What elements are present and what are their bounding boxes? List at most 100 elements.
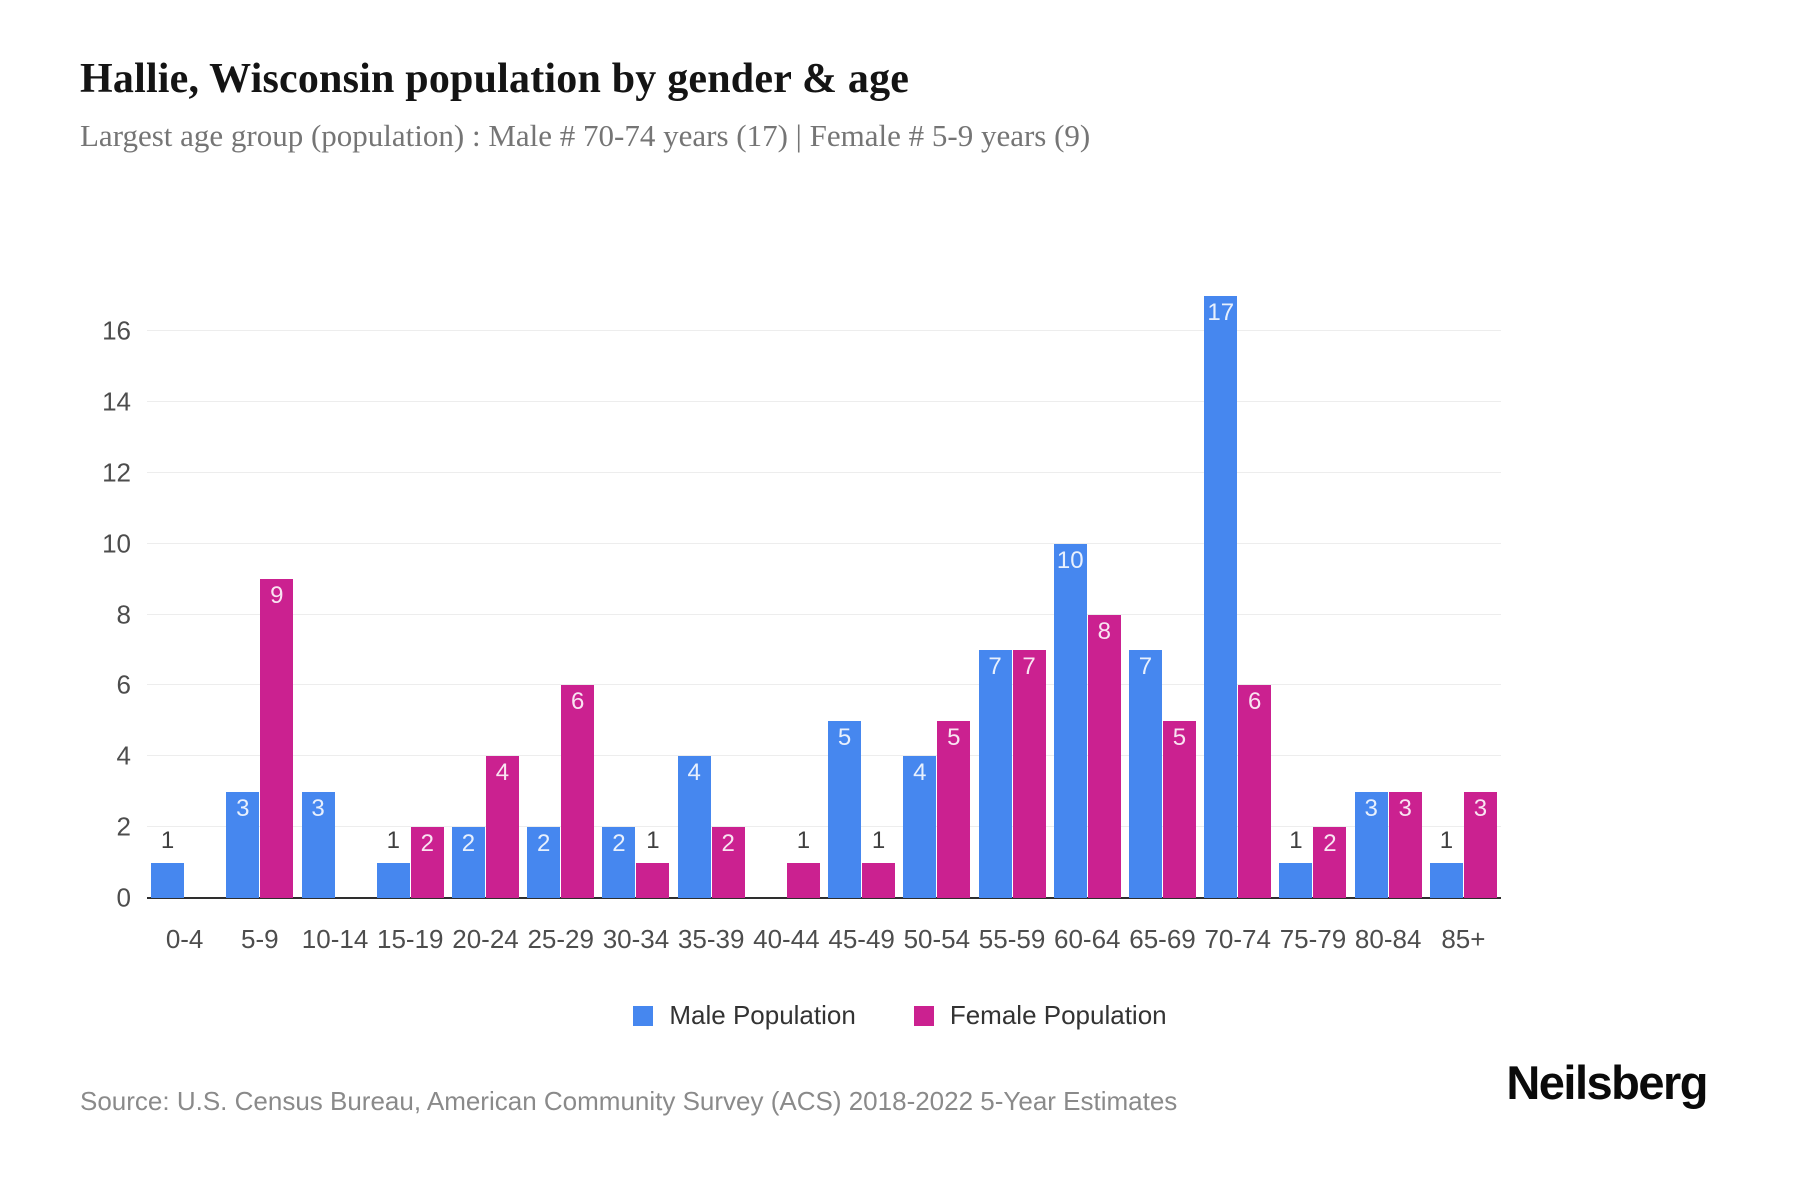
bar-value-label: 8: [1097, 617, 1111, 645]
bar-male-0-4[interactable]: [151, 862, 185, 898]
gridline-y14: [147, 401, 1501, 402]
x-tick-25-29: 25-29: [527, 924, 594, 954]
gridline-y4: [147, 755, 1501, 757]
bar-group-25-29: 2 6 25-29: [523, 278, 598, 954]
bar-group-5-9: 3 9 5-9: [222, 278, 297, 954]
bar-female-75-79[interactable]: 2: [1313, 827, 1347, 898]
bar-value-label: 3: [236, 794, 250, 822]
bar-value-label: 6: [571, 688, 585, 716]
bar-value-label: 3: [1364, 794, 1378, 822]
bar-female-35-39[interactable]: 2: [711, 827, 745, 898]
bar-value-label: 17: [1207, 298, 1235, 326]
x-tick-5-9: 5-9: [241, 924, 279, 954]
bar-female-55-59[interactable]: 7: [1012, 650, 1046, 898]
gridline-y6: [147, 684, 1501, 686]
x-tick-30-34: 30-34: [602, 924, 670, 954]
bar-group-60-64: 10 8 60-64: [1050, 278, 1125, 954]
bar-value-label: 3: [311, 794, 325, 822]
legend-item-female[interactable]: Female Population: [913, 1000, 1167, 1031]
x-tick-75-79: 75-79: [1279, 924, 1347, 954]
bar-male-70-74[interactable]: 17: [1204, 295, 1238, 898]
bar-male-55-59[interactable]: 7: [978, 650, 1012, 898]
x-tick-85+: 85+: [1441, 924, 1486, 954]
bar-group-65-69: 7 5 65-69: [1125, 278, 1200, 954]
bar-male-10-14[interactable]: 3: [301, 791, 335, 898]
bar-female-20-24[interactable]: 4: [485, 756, 519, 898]
gridline-y10: [147, 542, 1501, 544]
bar-female-30-34[interactable]: [636, 862, 670, 898]
bar-value-label: 4: [495, 759, 510, 787]
x-tick-45-49: 45-49: [828, 924, 895, 954]
bar-value-label: 3: [1398, 794, 1412, 822]
bar-value-label: 2: [420, 830, 434, 858]
bar-male-5-9[interactable]: 3: [226, 791, 260, 898]
gridline-y2: [147, 826, 1501, 828]
gridline-y16: [147, 330, 1501, 332]
bar-value-label: 2: [537, 830, 551, 858]
legend-label: Female Population: [949, 1000, 1167, 1030]
bar-female-70-74[interactable]: 6: [1238, 685, 1272, 898]
bar-female-45-49[interactable]: [862, 862, 896, 898]
legend-swatch-male: [633, 1005, 654, 1026]
bar-female-65-69[interactable]: 5: [1162, 720, 1196, 898]
legend: Male Population Female Population: [0, 1000, 1800, 1031]
bar-female-25-29[interactable]: 6: [561, 685, 595, 898]
bar-male-85+[interactable]: [1429, 862, 1463, 898]
bar-male-20-24[interactable]: 2: [451, 827, 485, 898]
y-tick-6: 6: [116, 669, 131, 700]
bar-female-50-54[interactable]: 5: [937, 720, 971, 898]
plot-area: 0 2 4 6 8 10 12 14 16 1 0-4 3 9 5-9 3 10-14 1 2 15-19 2 4 20-…: [102, 278, 1501, 954]
bar-female-15-19[interactable]: 2: [410, 827, 444, 898]
bar-value-label: 1: [796, 826, 811, 854]
page-title: Hallie, Wisconsin population by gender &…: [80, 56, 910, 102]
source-text: Source: U.S. Census Bureau, American Com…: [80, 1086, 1178, 1116]
bar-male-25-29[interactable]: 2: [527, 827, 561, 898]
x-tick-70-74: 70-74: [1204, 924, 1271, 954]
bar-group-70-74: 17 6 70-74: [1200, 278, 1275, 954]
bar-value-label: 2: [721, 830, 735, 858]
bar-value-label: 1: [871, 826, 886, 854]
bar-female-85+[interactable]: 3: [1463, 791, 1497, 898]
gridline-y12: [147, 471, 1501, 473]
bar-value-label: 5: [1172, 723, 1187, 751]
bar-male-45-49[interactable]: 5: [828, 720, 862, 898]
bar-male-35-39[interactable]: 4: [677, 756, 711, 898]
gridline-y8: [147, 613, 1501, 615]
x-tick-55-59: 55-59: [978, 924, 1046, 954]
bar-female-5-9[interactable]: 9: [260, 579, 294, 898]
bar-value-label: 1: [1289, 826, 1303, 854]
bar-male-30-34[interactable]: 2: [602, 827, 636, 898]
x-tick-0-4: 0-4: [165, 924, 204, 954]
bar-male-15-19[interactable]: [376, 862, 410, 898]
bar-male-80-84[interactable]: 3: [1354, 791, 1388, 898]
bar-male-65-69[interactable]: 7: [1128, 650, 1162, 898]
legend-item-male[interactable]: Male Population: [633, 1000, 856, 1031]
y-tick-16: 16: [102, 315, 131, 346]
bar-group-50-54: 4 5 50-54: [899, 278, 974, 954]
bar-value-label: 10: [1056, 546, 1084, 574]
bar-value-label: 1: [386, 826, 400, 854]
bar-female-80-84[interactable]: 3: [1388, 791, 1422, 898]
bar-group-80-84: 3 3 80-84: [1351, 278, 1426, 954]
bar-value-label: 7: [1022, 653, 1036, 680]
bar-male-60-64[interactable]: 10: [1053, 543, 1087, 898]
x-tick-50-54: 50-54: [903, 924, 971, 954]
y-tick-10: 10: [102, 528, 131, 559]
bar-group-35-39: 4 2 35-39: [674, 278, 749, 954]
y-tick-0: 0: [116, 882, 131, 913]
x-tick-10-14: 10-14: [301, 924, 369, 954]
bar-value-label: 1: [646, 826, 660, 854]
bar-male-75-79[interactable]: [1279, 862, 1313, 898]
bar-value-label: 1: [1439, 826, 1454, 854]
bar-female-40-44[interactable]: [786, 862, 820, 898]
y-tick-4: 4: [116, 740, 131, 771]
x-tick-80-84: 80-84: [1354, 924, 1422, 954]
bar-value-label: 2: [1323, 830, 1337, 858]
bar-value-label: 1: [160, 826, 175, 854]
bar-group-20-24: 2 4 20-24: [448, 278, 523, 954]
bar-female-60-64[interactable]: 8: [1087, 614, 1121, 898]
bar-male-50-54[interactable]: 4: [903, 756, 937, 898]
bar-value-label: 6: [1248, 688, 1262, 716]
y-tick-12: 12: [102, 457, 131, 488]
